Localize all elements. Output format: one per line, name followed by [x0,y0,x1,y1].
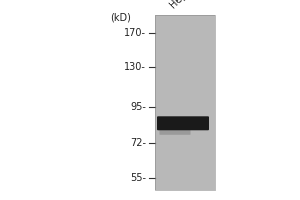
Bar [155,15,215,190]
Text: 55-: 55- [130,173,146,183]
Text: 170-: 170- [124,28,146,38]
Text: (kD): (kD) [110,12,131,22]
Text: 72-: 72- [130,138,146,148]
FancyBboxPatch shape [160,128,191,135]
FancyBboxPatch shape [157,116,209,130]
Bar [155,15,215,190]
Text: 130-: 130- [124,62,146,72]
Text: 95-: 95- [130,102,146,112]
Text: HepG2: HepG2 [168,0,199,10]
